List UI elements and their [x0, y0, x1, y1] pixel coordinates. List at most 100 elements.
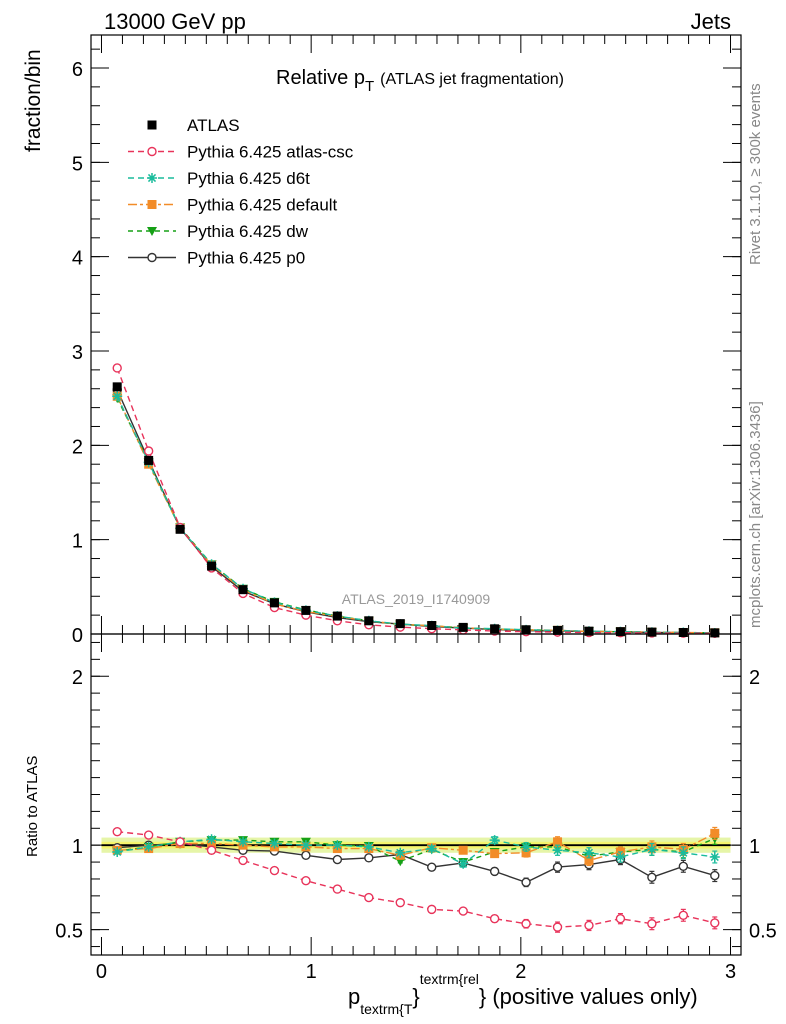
data-point	[364, 616, 374, 626]
legend-item: Pythia 6.425 atlas-csc	[128, 143, 354, 162]
ratio-point	[647, 919, 657, 929]
legend-item: Pythia 6.425 p0	[128, 249, 305, 268]
ratio-point	[238, 855, 248, 866]
legend-marker	[147, 252, 157, 263]
ratio-point	[395, 897, 405, 908]
legend-item: ATLAS	[147, 116, 240, 135]
xlabel-suffix: } (positive values only)	[479, 984, 698, 1009]
xtick-label: 0	[96, 961, 107, 983]
xtick-label: 2	[515, 961, 526, 983]
legend-item: Pythia 6.425 d6t	[128, 169, 310, 188]
ratio-point	[489, 913, 500, 924]
main-title-suffix: (ATLAS jet fragmentation)	[380, 71, 564, 88]
data-point	[332, 611, 342, 621]
ratio-ytick-label-right: 1	[749, 836, 760, 858]
xtick-label: 3	[725, 961, 736, 983]
ratio-ytick-label: 1	[72, 836, 83, 858]
data-point	[395, 619, 405, 629]
ratio-point	[363, 841, 374, 852]
main-title-subscript: T	[365, 78, 374, 95]
legend-label: ATLAS	[187, 116, 240, 135]
xlabel-p: p	[348, 984, 360, 1009]
legend-label: Pythia 6.425 default	[187, 196, 338, 215]
ratio-axes: 0.5 0.5 1 1 2 2	[55, 633, 777, 956]
data-point	[553, 625, 563, 635]
ratio-point	[175, 837, 185, 847]
ratio-point	[269, 865, 280, 876]
ratio-point	[489, 835, 500, 846]
watermark: ATLAS_2019_I1740909	[342, 591, 491, 607]
data-point	[112, 382, 122, 392]
ratio-point	[143, 830, 154, 840]
legend-marker	[147, 173, 157, 183]
ratio-point	[647, 872, 657, 882]
series-line	[116, 367, 715, 634]
header-left: 13000 GeV pp	[104, 9, 246, 34]
ratio-point	[584, 920, 594, 931]
data-point	[647, 627, 657, 637]
xlabel-middle: }	[412, 984, 419, 1009]
ratio-point	[521, 841, 532, 852]
series-line	[116, 396, 715, 634]
ratio-point	[710, 828, 720, 838]
data-point	[301, 605, 311, 615]
ratio-point	[552, 862, 563, 872]
ratio-point	[678, 910, 689, 920]
ratio-point	[206, 834, 217, 845]
ratio-point	[426, 843, 437, 854]
data-point	[238, 585, 248, 595]
ratio-point	[615, 852, 626, 863]
data-point	[584, 626, 594, 636]
main-ytick-label: 0	[72, 625, 83, 647]
ratio-ylabel: Ratio to ATLAS	[24, 756, 41, 857]
ratio-line	[117, 831, 715, 928]
ratio-point	[678, 861, 689, 872]
xtick-label: 1	[306, 961, 317, 983]
ratio-point	[458, 858, 469, 869]
data-point	[269, 598, 279, 608]
legend-marker	[147, 227, 157, 236]
ratio-ytick-label-right: 2	[749, 667, 760, 689]
ratio-point	[710, 870, 720, 881]
ratio-line	[117, 842, 715, 884]
ratio-point	[615, 913, 626, 924]
xlabel-superscript: textrm{rel	[420, 971, 479, 987]
series-line	[116, 395, 715, 634]
ratio-ytick-label-right: 0.5	[749, 921, 777, 943]
ratio-line	[117, 838, 715, 865]
ratio-point	[427, 904, 437, 915]
ratio-point	[709, 852, 720, 863]
legend-marker	[147, 146, 157, 157]
ratio-point	[678, 847, 689, 858]
plot-area: 0 1 2 3 4 5 6 ATLAS Pythia 6.425 atlas-csc Pythia…	[55, 34, 777, 983]
legend-marker	[147, 200, 157, 209]
ratio-point	[552, 845, 563, 856]
ratio-point	[458, 906, 468, 916]
ratio-point	[301, 850, 311, 861]
legend-label: Pythia 6.425 p0	[187, 249, 305, 268]
data-point	[207, 561, 217, 571]
main-ytick-label: 4	[72, 248, 83, 270]
ratio-point	[395, 847, 406, 858]
header-right: Jets	[691, 9, 731, 34]
data-point	[490, 624, 500, 634]
main-ylabel: fraction/bin	[22, 49, 45, 152]
data-point	[112, 391, 123, 402]
ratio-point	[143, 841, 154, 852]
main-ytick-label: 1	[72, 531, 83, 553]
data-point	[144, 455, 154, 465]
main-title-text: Relative p	[276, 67, 365, 89]
legend-item: Pythia 6.425 default	[128, 196, 338, 215]
ratio-point	[553, 837, 563, 847]
data-point	[143, 446, 154, 456]
ratio-point	[332, 854, 343, 865]
ratio-line	[117, 832, 716, 862]
ratio-point	[332, 840, 343, 851]
data-point	[112, 363, 122, 373]
ratio-point	[301, 875, 311, 886]
ratio-point	[521, 877, 531, 888]
ratio-ytick-label: 0.5	[55, 921, 83, 943]
ratio-point	[583, 847, 594, 858]
legend-label: Pythia 6.425 atlas-csc	[187, 143, 354, 162]
